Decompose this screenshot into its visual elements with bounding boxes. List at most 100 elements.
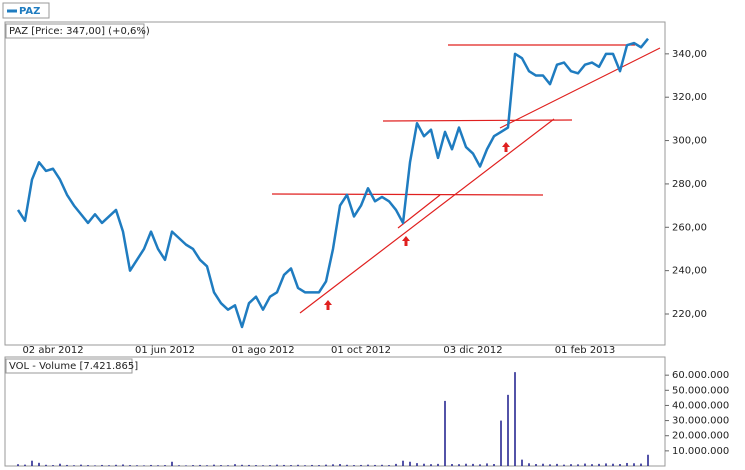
volume-bar [444, 400, 446, 466]
x-tick-label: 01 jun 2012 [135, 345, 195, 356]
volume-bar [640, 463, 642, 466]
volume-bar [416, 463, 418, 466]
legend-box [2, 2, 50, 19]
volume-bar [493, 464, 495, 466]
volume-bar [591, 464, 593, 466]
volume-bar [143, 465, 145, 466]
volume-bar [192, 465, 194, 466]
volume-bar [409, 461, 411, 466]
volume-bar [87, 465, 89, 466]
arrows [324, 142, 510, 310]
volume-bar [619, 464, 621, 466]
x-tick-label: 02 abr 2012 [22, 345, 83, 356]
x-tick-label: 03 dic 2012 [443, 345, 502, 356]
volume-bar [381, 464, 383, 466]
volume-bar [108, 465, 110, 466]
y-tick-label: 50.000.000 [672, 385, 729, 396]
volume-bar [164, 465, 166, 466]
trend-lines [271, 44, 661, 314]
volume-bar [528, 463, 530, 466]
y-tick-label: 10.000.000 [672, 446, 729, 457]
volume-bar [101, 464, 103, 466]
volume-bar [570, 464, 572, 466]
y-tick-label: 220,00 [672, 309, 707, 320]
volume-bar [458, 464, 460, 466]
arrow [324, 300, 332, 310]
price-line [16, 37, 649, 329]
volume-bar [199, 464, 201, 466]
volume-bar [367, 464, 369, 466]
volume-bar [255, 465, 257, 466]
y-tick-label: 20.000.000 [672, 431, 729, 442]
volume-bar [633, 463, 635, 466]
volume-bar [94, 465, 96, 466]
volume-bar [283, 464, 285, 466]
volume-bar [486, 463, 488, 466]
volume-bar [185, 465, 187, 466]
y-tick-label: 320,00 [672, 92, 707, 103]
volume-bar [17, 464, 19, 466]
volume-bar [521, 459, 523, 466]
volume-bar [556, 463, 558, 466]
title-box [5, 358, 133, 374]
y-tick-label: 60.000.000 [672, 370, 729, 381]
trend-line [299, 118, 555, 314]
volume-bar [339, 464, 341, 466]
volume-bar [248, 464, 250, 466]
y-tick-label: 300,00 [672, 136, 707, 147]
volume-bar [549, 464, 551, 466]
volume-bar [206, 465, 208, 466]
title-box [5, 23, 145, 39]
volume-bar [276, 464, 278, 466]
volume-bar [346, 464, 348, 466]
volume-bar [129, 465, 131, 466]
price-panel [4, 21, 666, 346]
volume-bar [598, 463, 600, 466]
volume-bar [269, 465, 271, 466]
volume-bar [353, 465, 355, 466]
volume-bar [535, 464, 537, 466]
y-tick-label: 280,00 [672, 179, 707, 190]
volume-bar [311, 464, 313, 466]
volume-bar [290, 465, 292, 466]
volume-bar [234, 464, 236, 466]
volume-bar [451, 464, 453, 466]
volume-bar [227, 465, 229, 466]
volume-bar [374, 464, 376, 466]
volume-bar [325, 464, 327, 466]
volume-bar [115, 464, 117, 466]
volume-bar [507, 394, 509, 466]
price-title: PAZ [Price: 347,00] (+0,6%) [9, 26, 150, 37]
x-tick-label: 01 feb 2013 [555, 345, 616, 356]
volume-bar [423, 463, 425, 466]
volume-bar [52, 465, 54, 466]
volume-bar [59, 463, 61, 466]
legend-label: PAZ [19, 6, 40, 17]
y-tick-label: 40.000.000 [672, 400, 729, 411]
volume-bar [584, 463, 586, 466]
arrow [502, 142, 510, 152]
volume-bar [136, 465, 138, 466]
volume-bar [220, 465, 222, 466]
resistance-line [382, 119, 573, 122]
volume-bar [577, 464, 579, 466]
y-tick-label: 260,00 [672, 222, 707, 233]
volume-bar [402, 460, 404, 466]
volume-bar [31, 460, 33, 466]
volume-bar [542, 463, 544, 466]
volume-bar [360, 464, 362, 466]
y-tick-label: 30.000.000 [672, 416, 729, 427]
volume-bar [150, 464, 152, 466]
volume-bar [66, 464, 68, 466]
volume-panel [4, 356, 666, 467]
volume-bar [395, 463, 397, 466]
volume-bar [437, 463, 439, 466]
volume-bar [80, 464, 82, 466]
y-tick-label: 240,00 [672, 266, 707, 277]
volume-bar [563, 464, 565, 466]
y-tick-label: 340,00 [672, 49, 707, 60]
trend-line [397, 194, 441, 229]
volume-bar [213, 464, 215, 466]
volume-bar [45, 464, 47, 466]
